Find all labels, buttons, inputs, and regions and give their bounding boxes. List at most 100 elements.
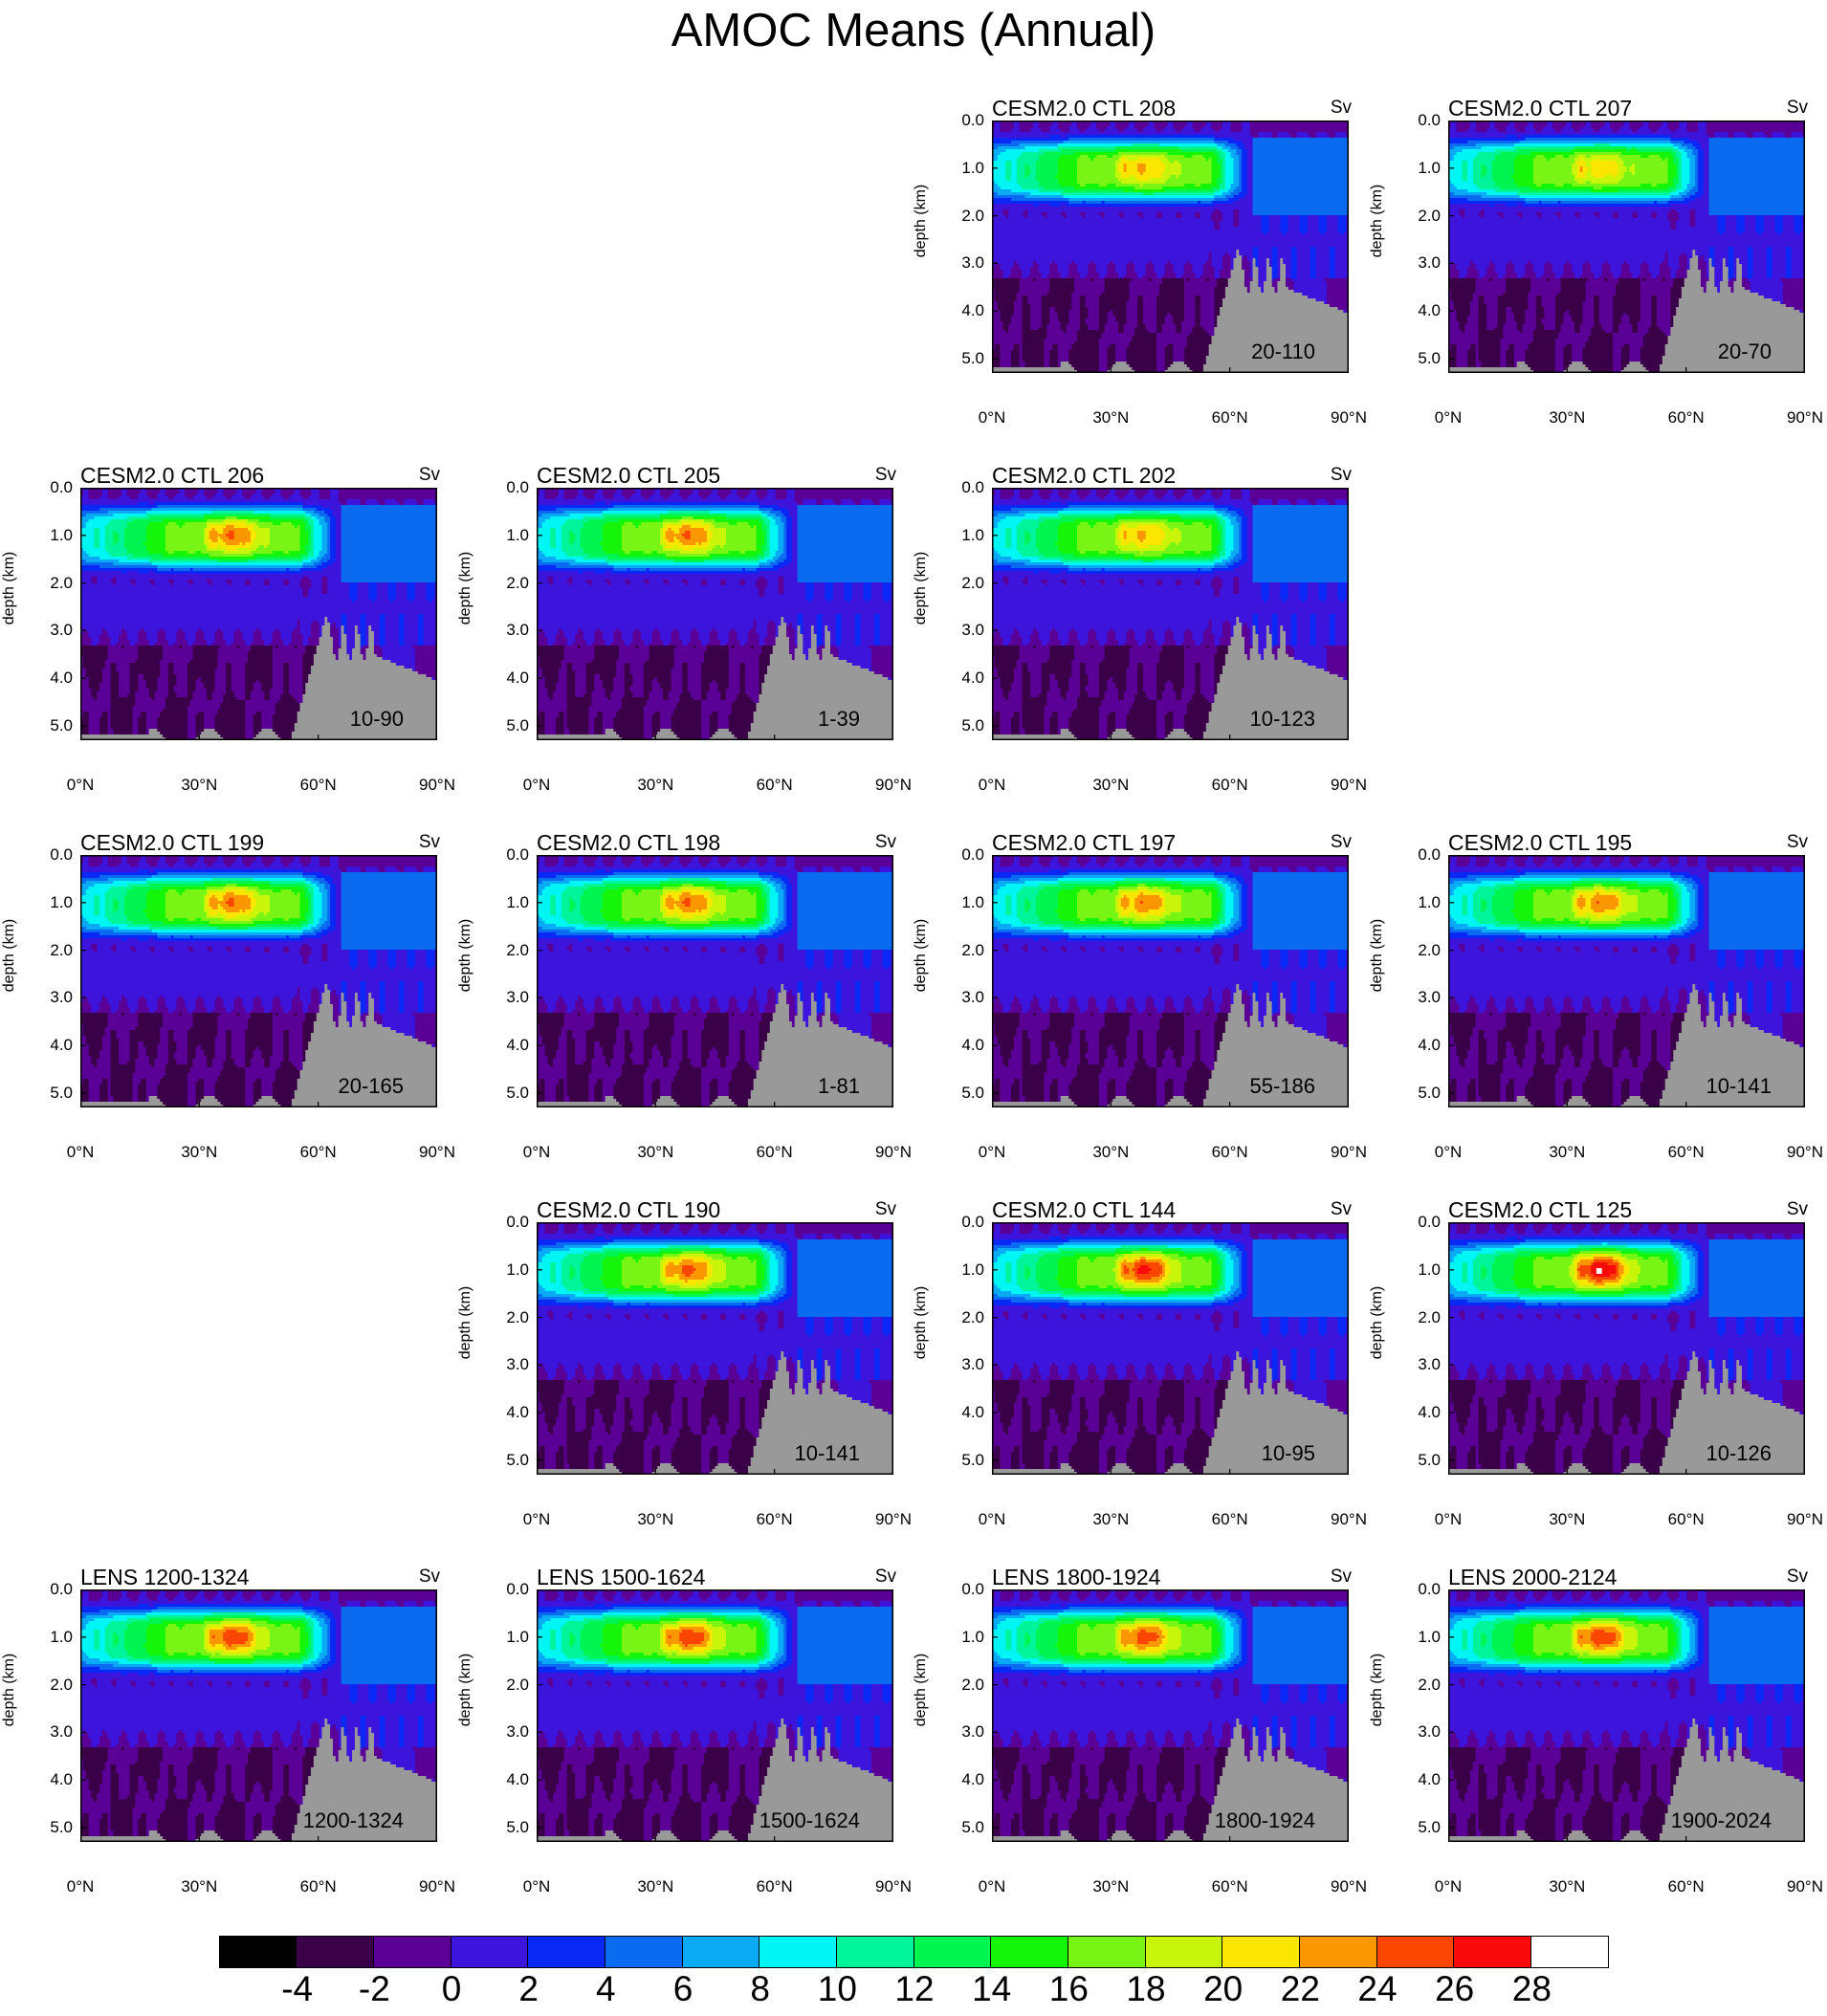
msf-contour-cell [1220,169,1223,173]
msf-contour-cell [1011,321,1024,325]
msf-contour-cell [1525,313,1537,317]
msf-contour-cell [1763,296,1784,299]
msf-contour-cell [1186,121,1194,124]
msf-contour-cell [1024,195,1065,199]
msf-contour-cell [231,663,246,667]
msf-contour-cell [1217,184,1221,187]
msf-contour-cell [1783,298,1805,302]
msf-contour-cell [1049,278,1075,282]
msf-contour-cell [1211,121,1223,124]
msf-contour-cell [255,488,262,492]
msf-contour-cell [1640,318,1652,322]
msf-contour-cell [1170,161,1174,164]
msf-contour-cell [85,668,103,672]
msf-contour-cell [1560,287,1587,291]
msf-contour-cell [1585,296,1595,299]
msf-contour-cell [1574,324,1581,328]
msf-contour-cell [1703,178,1710,182]
msf-contour-cell [992,126,996,130]
msf-contour-cell [1049,307,1056,311]
msf-contour-cell [1290,273,1298,276]
msf-contour-cell [346,646,356,649]
msf-contour-cell [80,717,90,721]
msf-contour-cell [1448,235,1805,239]
msf-contour-cell [1293,284,1328,288]
msf-contour-cell [299,580,312,583]
msf-contour-cell [119,496,131,500]
msf-contour-cell [129,683,139,687]
msf-contour-cell [167,580,175,583]
msf-contour-cell [1117,158,1122,162]
msf-contour-cell [157,640,169,644]
msf-contour-cell [1585,344,1614,348]
msf-contour-cell [1695,224,1718,228]
msf-contour-cell [1664,258,1669,262]
msf-contour-cell [1107,350,1116,354]
msf-contour-cell [994,261,999,265]
msf-contour-cell [1620,356,1630,360]
msf-contour-cell [1478,356,1502,360]
msf-contour-cell [94,537,100,540]
msf-contour-cell [1173,316,1185,319]
msf-contour-cell [1252,181,1349,185]
msf-contour-cell [165,539,205,543]
msf-contour-cell [148,516,205,520]
msf-contour-cell [167,668,175,672]
msf-contour-cell [160,714,188,718]
msf-contour-cell [135,697,153,701]
msf-contour-cell [138,571,150,575]
msf-contour-cell [327,577,342,581]
msf-contour-cell [104,525,128,529]
msf-contour-cell [104,660,136,664]
msf-contour-cell [1159,287,1185,291]
msf-contour-cell [374,637,381,641]
msf-contour-cell [1268,224,1281,228]
msf-contour-cell [1736,230,1746,233]
msf-contour-cell [1679,192,1688,196]
msf-contour-cell [264,580,271,583]
msf-contour-cell [332,651,340,655]
msf-contour-cell [1497,301,1529,305]
msf-contour-cell [379,631,386,635]
msf-contour-cell [1791,258,1805,262]
msf-contour-cell [80,502,139,506]
x-tick-label: 60°N [290,776,347,795]
msf-contour-cell [1186,261,1191,265]
msf-contour-cell [327,559,337,563]
msf-contour-cell [1227,198,1240,202]
msf-contour-cell [1535,313,1546,317]
msf-contour-cell [291,522,306,526]
msf-contour-cell [160,491,166,494]
msf-contour-cell [305,651,318,655]
msf-contour-cell [365,502,381,506]
msf-contour-cell [1211,201,1235,205]
msf-contour-cell [1486,267,1496,271]
msf-contour-cell [338,493,437,497]
msf-contour-cell [1334,270,1349,274]
msf-contour-cell [1459,212,1465,216]
msf-contour-cell [1582,321,1595,325]
msf-contour-cell [1679,146,1688,150]
bathymetry-cell [1679,304,1787,308]
msf-contour-cell [204,634,216,638]
msf-contour-cell [1076,333,1103,337]
msf-contour-cell [992,186,1002,190]
y-tick-label: 0.0 [946,112,984,129]
msf-contour-cell [1469,310,1480,314]
msf-contour-cell [1011,129,1021,133]
msf-contour-cell [992,250,1237,253]
msf-contour-cell [1708,146,1805,150]
msf-contour-cell [1268,221,1281,225]
msf-contour-cell [1173,264,1185,268]
msf-contour-cell [1563,367,1567,371]
msf-contour-cell [245,677,274,681]
msf-contour-cell [1230,146,1240,150]
msf-contour-cell [167,496,175,500]
msf-contour-cell [1648,330,1663,334]
msf-contour-cell [245,542,254,546]
msf-contour-cell [302,637,309,641]
bathymetry-cell [1211,341,1349,345]
msf-contour-cell [1307,296,1328,299]
msf-contour-cell [1244,278,1254,282]
msf-contour-cell [1686,146,1696,150]
